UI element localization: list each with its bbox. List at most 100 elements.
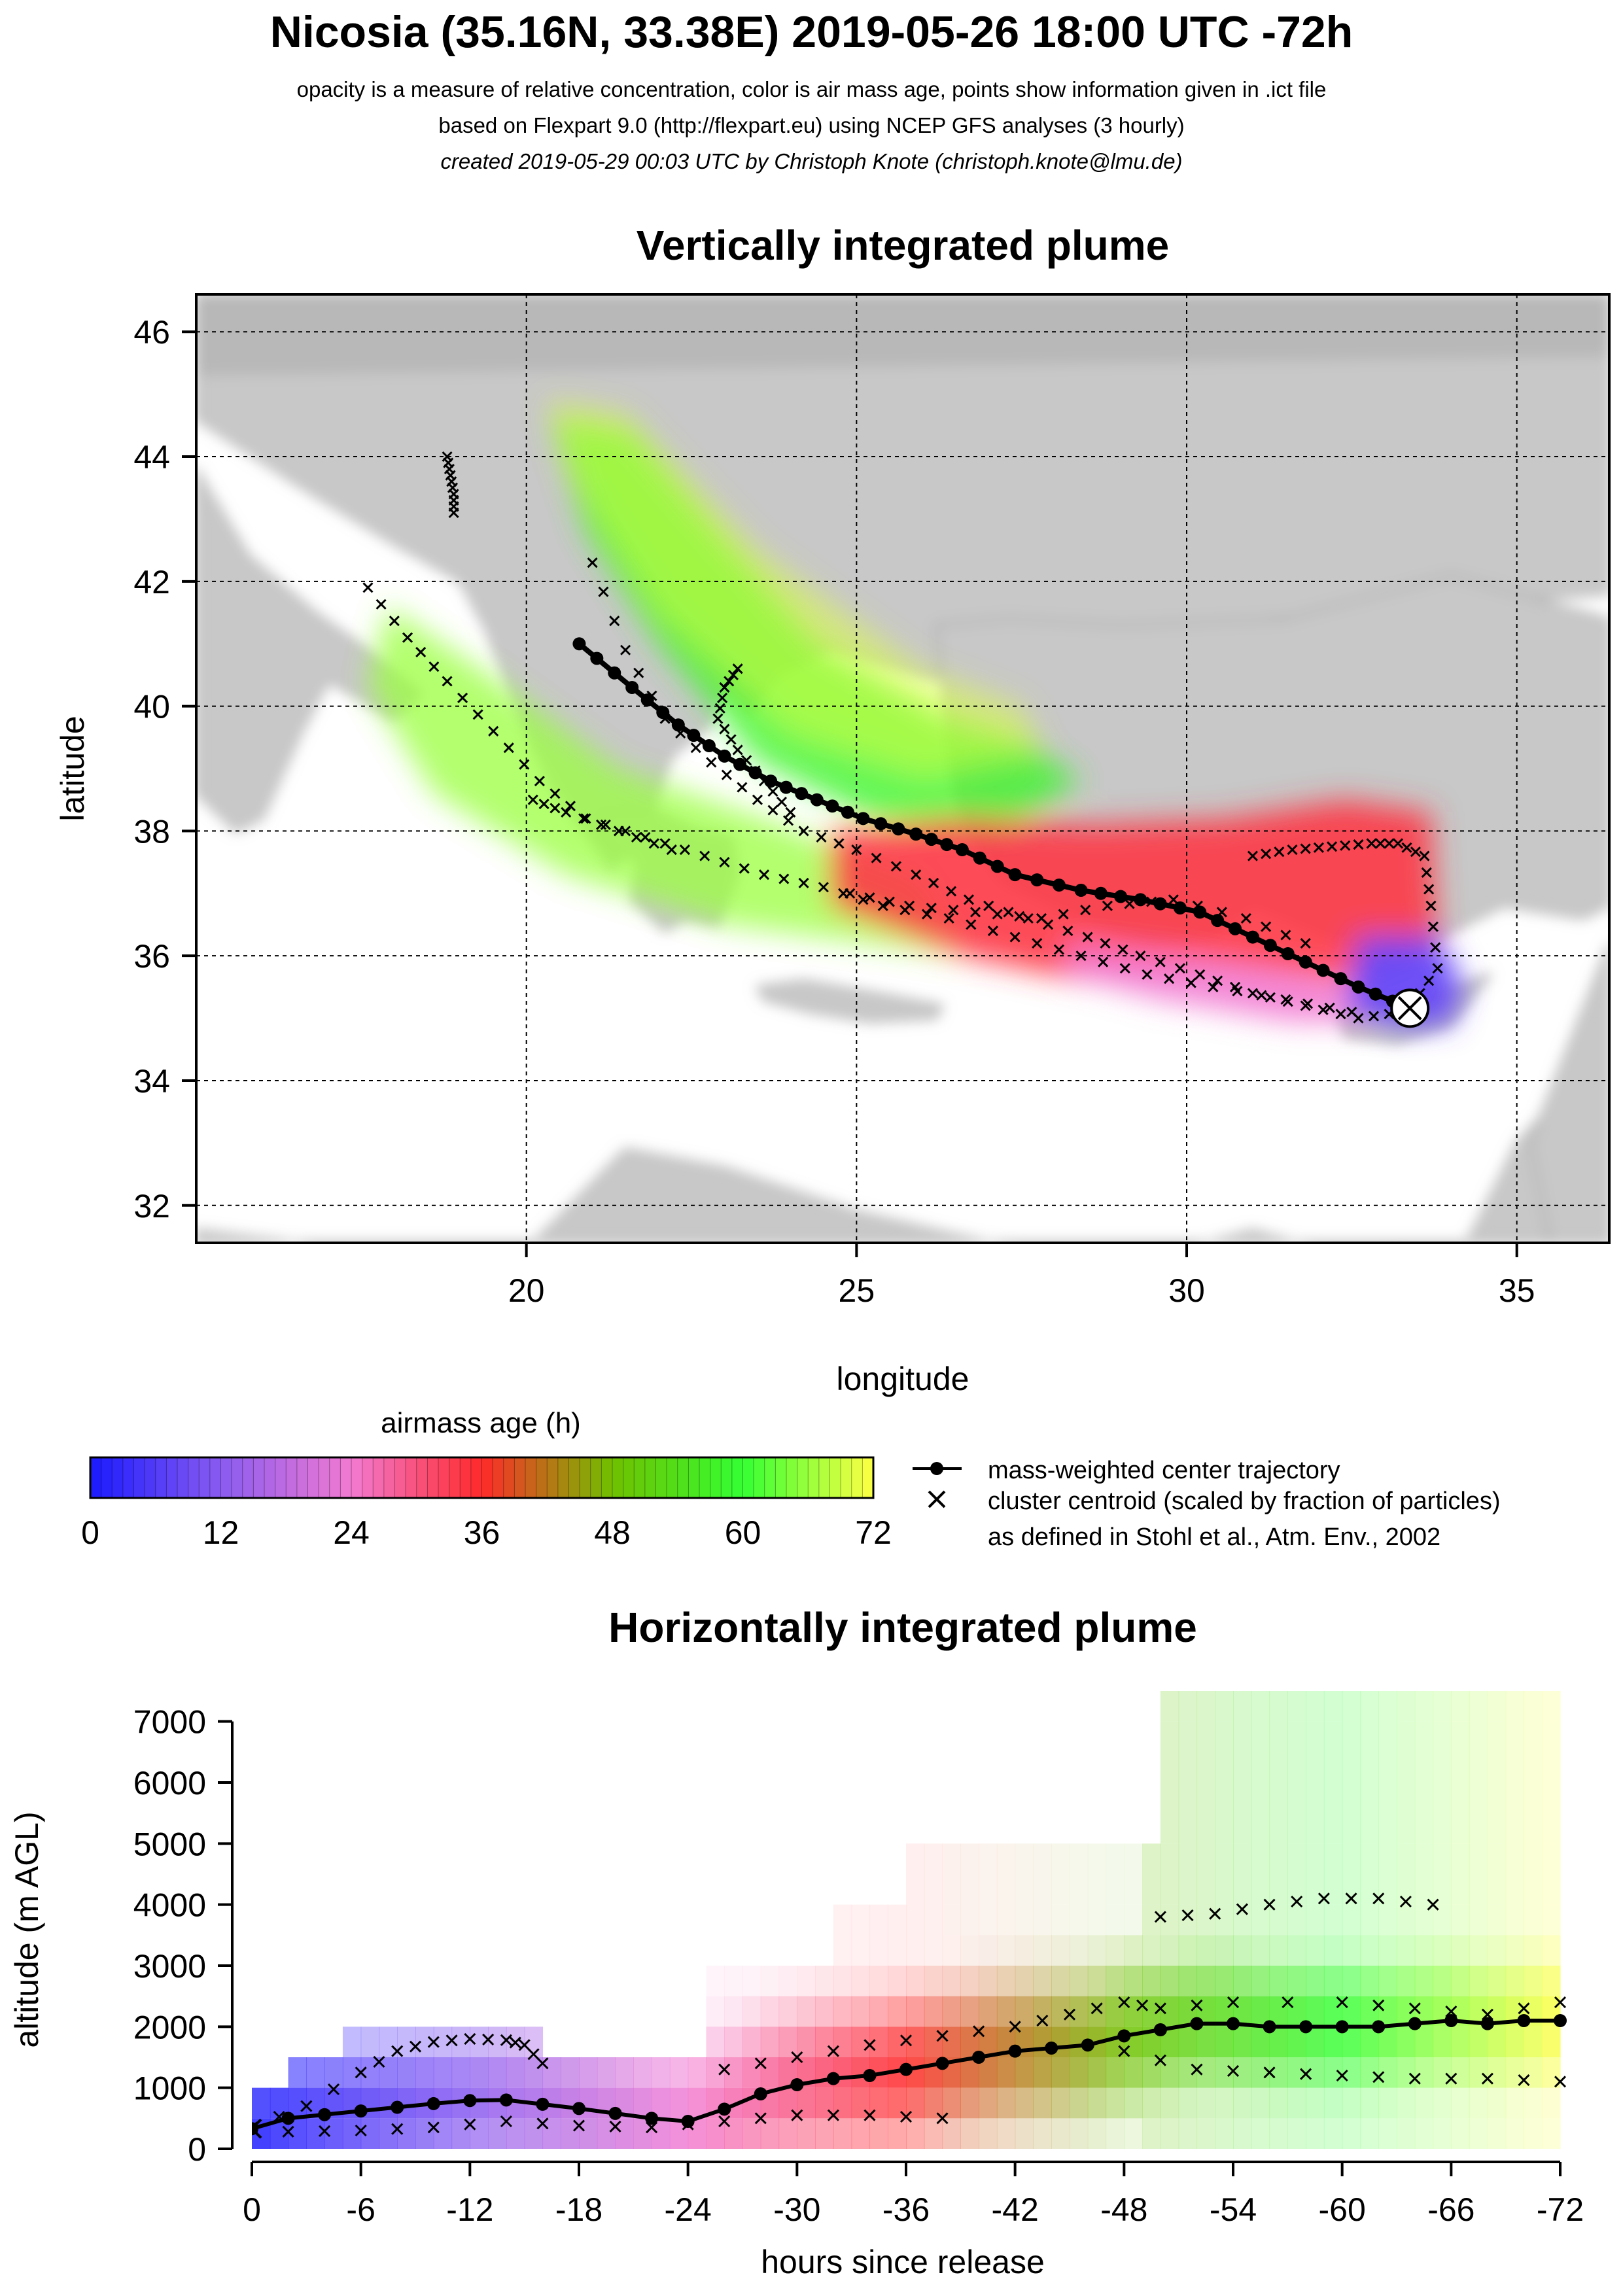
- altitude-plume-cell: [1142, 2087, 1161, 2119]
- altitude-center-point: [608, 2106, 622, 2120]
- map-y-axis: 32 34 36 38 40 42 44 46: [133, 314, 196, 1225]
- altitude-plume-cell: [906, 1904, 925, 1936]
- altitude-plume-cell: [1269, 2087, 1288, 2119]
- altitude-plume-cell: [1323, 1874, 1343, 1905]
- map-cluster-centroid: [1410, 846, 1421, 858]
- altitude-plume-cell: [1342, 1691, 1361, 1722]
- altitude-plume-cell: [1397, 1813, 1416, 1844]
- map-cluster-centroid: [527, 794, 538, 805]
- colorbar-title: airmass age (h): [381, 1407, 581, 1439]
- altitude-plume-cell: [1124, 2057, 1143, 2088]
- altitude-plume-cell: [1524, 1752, 1543, 1783]
- map-cluster-centroid: [1384, 838, 1395, 849]
- altitude-center-point: [790, 2078, 804, 2091]
- altitude-plume-cell: [1323, 2118, 1343, 2149]
- altitude-plume-cell: [1360, 2118, 1379, 2149]
- altitude-plume-cell: [1433, 1966, 1452, 1996]
- altitude-cluster-tracks: [252, 1892, 1567, 2138]
- altitude-cluster-centroid: [1336, 1996, 1348, 2009]
- map-cluster-centroid: [375, 599, 387, 610]
- altitude-plume-cell: [1433, 2118, 1452, 2149]
- altitude-plume-cell: [1124, 2118, 1143, 2149]
- map-cluster-centroid: [969, 907, 981, 918]
- altitude-cluster-centroid: [355, 2124, 367, 2137]
- altitude-plume-cell: [1070, 1966, 1089, 1996]
- colorbar-segment: [493, 1457, 504, 1498]
- altitude-plume-cell: [1524, 2118, 1543, 2149]
- map-x-axis-label: longitude: [837, 1361, 969, 1397]
- map-cluster-centroid: [851, 844, 862, 856]
- altitude-plume-cell: [1106, 1996, 1125, 2027]
- altitude-cluster-centroid: [527, 2048, 540, 2061]
- altitude-plume-cell: [1087, 1904, 1107, 1936]
- altitude-cluster-centroid: [1154, 2002, 1166, 2015]
- altitude-plot-area: [252, 1691, 1567, 2149]
- altitude-plume-cell: [1087, 2057, 1107, 2088]
- altitude-plume-cell: [1306, 1966, 1325, 1996]
- map-center-point: [748, 766, 762, 780]
- map-cluster-centroid: [1174, 963, 1185, 974]
- altitude-plume-cell: [1124, 1874, 1143, 1905]
- altitude-plume-cell: [1378, 1721, 1397, 1752]
- legend-center-label: mass-weighted center trajectory: [988, 1457, 1340, 1484]
- colorbar-segment: [188, 1457, 200, 1498]
- altitude-plume-cell: [1142, 2118, 1161, 2149]
- altitude-plume-cell: [1160, 2087, 1179, 2119]
- colorbar-segment: [655, 1457, 667, 1498]
- map-center-trajectory: [572, 637, 1430, 1028]
- map-center-point: [687, 729, 701, 742]
- altitude-plume-cell: [1124, 1966, 1143, 1996]
- map-cluster-centroid: [620, 644, 631, 655]
- altitude-plume-cell: [1469, 1752, 1488, 1783]
- altitude-plume-cell: [1233, 1935, 1252, 1966]
- altitude-plume-cell: [1414, 2118, 1434, 2149]
- altitude-plume-cell: [906, 1966, 925, 1996]
- altitude-plume-cell: [1087, 2118, 1107, 2149]
- altitude-cluster-centroid: [791, 2109, 803, 2121]
- altitude-center-point: [1554, 2014, 1567, 2027]
- altitude-plume-cell: [1397, 2057, 1416, 2088]
- altitude-plume-cell: [1306, 1843, 1325, 1874]
- altitude-plume-cell: [1542, 2087, 1561, 2119]
- altitude-plume-cell: [942, 1874, 961, 1905]
- altitude-plume-cell: [1414, 1843, 1434, 1874]
- map-cluster-centroid: [442, 676, 453, 687]
- colorbar-segment: [101, 1457, 113, 1498]
- altitude-plume-cell: [397, 2118, 416, 2149]
- altitude-cluster-centroid: [409, 2040, 422, 2053]
- map-cluster-centroid: [921, 909, 933, 920]
- altitude-x-tick-label: -42: [992, 2191, 1039, 2228]
- altitude-plume-cell: [942, 2026, 961, 2057]
- map-cluster-centroid: [415, 646, 427, 657]
- altitude-cluster-centroid: [1408, 2072, 1421, 2085]
- map-cluster-centroid: [739, 863, 750, 874]
- altitude-plume-cell: [1087, 2087, 1107, 2119]
- map-center-point: [1193, 905, 1207, 919]
- altitude-plume-cell: [1051, 1966, 1070, 1996]
- altitude-plume-cell: [815, 2118, 834, 2149]
- altitude-plume-cell: [1287, 1783, 1306, 1813]
- altitude-plume-cell: [1469, 2026, 1488, 2057]
- map-y-tick-label: 40: [133, 689, 170, 725]
- altitude-plume-cell: [1051, 2087, 1070, 2119]
- altitude-plume-cell: [1215, 1935, 1234, 1966]
- altitude-plume-cell: [1542, 2118, 1561, 2149]
- altitude-plume-cell: [1323, 1783, 1343, 1813]
- map-cluster-centroid: [1022, 913, 1034, 924]
- altitude-plume-cell: [1487, 1721, 1507, 1752]
- altitude-cluster-centroid: [464, 2032, 476, 2045]
- altitude-plume-cell: [688, 2057, 707, 2088]
- altitude-plume-cell: [1196, 1935, 1215, 1966]
- altitude-cluster-centroid: [427, 2121, 440, 2134]
- altitude-plume-cell: [1160, 2118, 1179, 2149]
- colorbar-ticks: 0 12 24 36 48 60 72: [81, 1514, 892, 1551]
- map-center-point: [909, 827, 923, 841]
- altitude-plume-cell: [506, 2057, 525, 2088]
- altitude-plume-cell: [1051, 2118, 1070, 2149]
- altitude-plume-cell: [342, 2026, 362, 2057]
- altitude-plume-cell: [1524, 1843, 1543, 1874]
- altitude-plume-cell: [996, 2087, 1016, 2119]
- colorbar-segment: [623, 1457, 635, 1498]
- colorbar-segment: [449, 1457, 461, 1498]
- colorbar-segment: [133, 1457, 145, 1498]
